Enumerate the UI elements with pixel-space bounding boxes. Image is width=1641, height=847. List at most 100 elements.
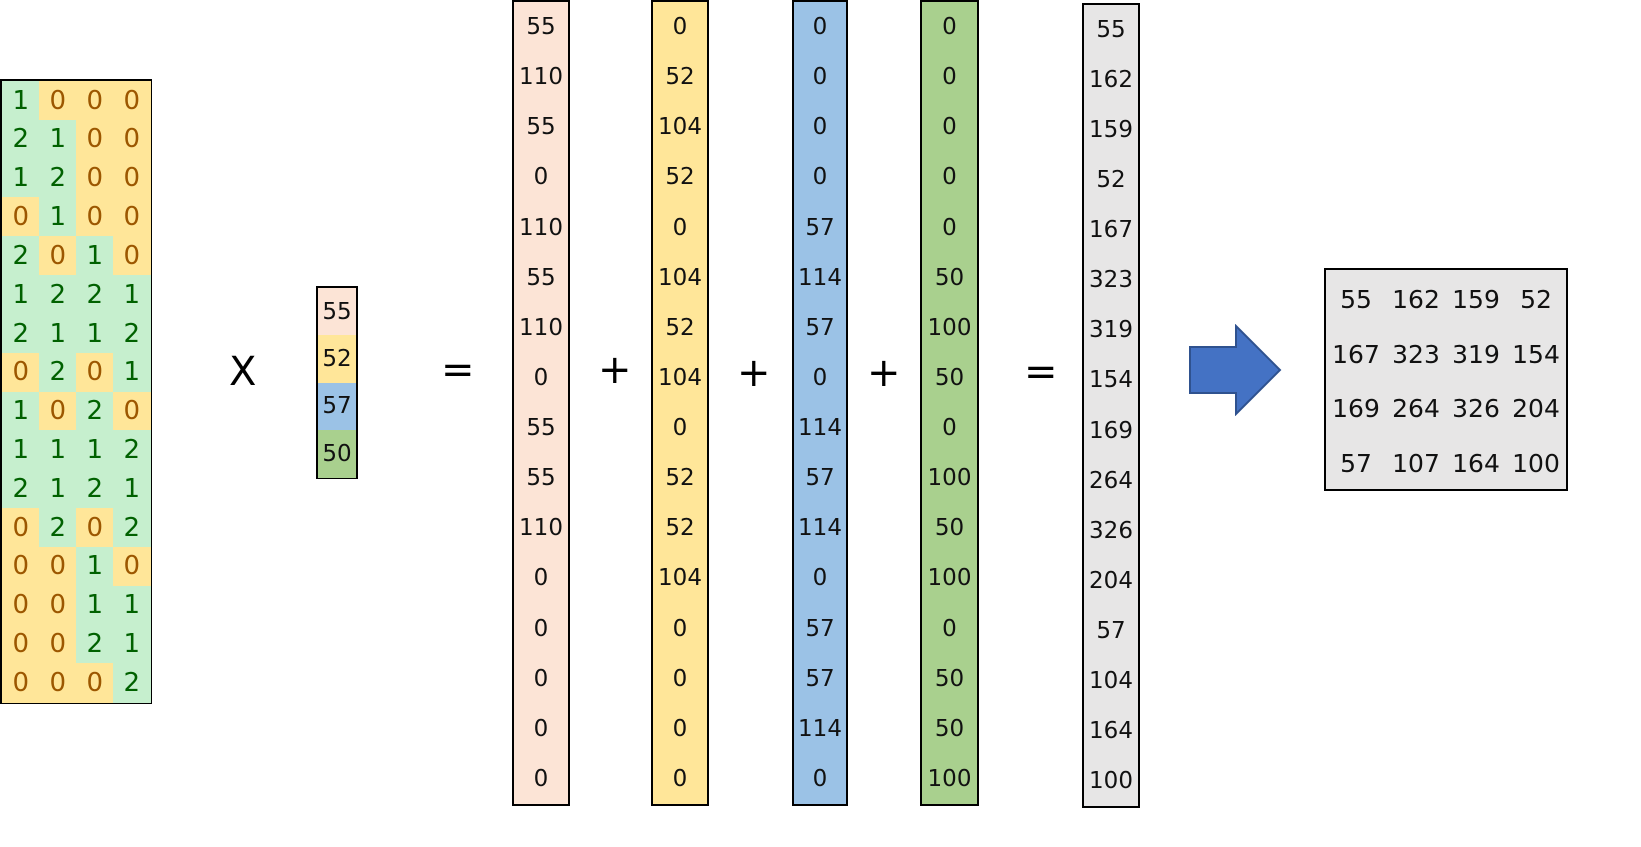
matrix-cell: 0 <box>39 236 77 276</box>
column-cell: 0 <box>533 364 549 391</box>
matrix-cell: 2 <box>39 507 77 548</box>
matrix-cell: 0 <box>113 158 151 198</box>
output-cell: 204 <box>1512 394 1560 424</box>
output-cell: 319 <box>1452 339 1500 369</box>
product-column-1: 55 110 55 0 110 55 110 0 55 55 110 0 0 0 0 0 <box>512 0 570 806</box>
column-cell: 114 <box>798 515 842 542</box>
column-cell: 55 <box>526 415 556 442</box>
sum-cell: 167 <box>1089 217 1133 244</box>
matrix-cell: 1 <box>2 81 40 121</box>
column-cell: 55 <box>526 114 556 141</box>
output-grid: 55 162 159 52 167 323 319 154 169 264 326 204 57 107 1… <box>1324 268 1568 491</box>
matrix-cell: 2 <box>39 158 77 198</box>
column-cell: 100 <box>927 314 972 341</box>
column-cell: 0 <box>812 164 828 191</box>
matrix-cell: 2 <box>2 469 40 509</box>
product-column-2: 0 52 104 52 0 104 52 104 0 52 52 104 0 0 0 0 <box>651 0 709 806</box>
column-cell: 57 <box>805 465 835 492</box>
matrix-cell: 1 <box>113 352 151 392</box>
sum-cell: 100 <box>1089 767 1133 794</box>
matrix-cell: 1 <box>113 469 151 509</box>
column-cell: 0 <box>942 64 957 91</box>
column-cell: 0 <box>672 14 688 41</box>
matrix-cell: 0 <box>113 81 151 121</box>
column-cell: 0 <box>672 665 688 692</box>
column-cell: 57 <box>805 214 835 241</box>
output-cell: 326 <box>1452 394 1500 424</box>
matrix-cell: 2 <box>113 507 151 548</box>
column-cell: 50 <box>934 715 965 742</box>
column-cell: 50 <box>934 515 965 542</box>
matrix-cell: 0 <box>2 352 40 392</box>
column-cell: 0 <box>672 415 688 442</box>
matrix-cell: 0 <box>76 81 114 121</box>
sum-cell: 169 <box>1089 417 1133 444</box>
matrix-cell: 2 <box>39 352 77 392</box>
column-cell: 104 <box>658 264 702 291</box>
output-cell: 100 <box>1512 449 1560 479</box>
matrix-cell: 0 <box>39 81 77 121</box>
sum-cell: 164 <box>1089 717 1133 744</box>
matrix-cell: 1 <box>76 313 114 354</box>
matrix-cell: 1 <box>2 391 40 431</box>
output-cell: 52 <box>1520 284 1552 314</box>
column-cell: 0 <box>812 765 828 792</box>
output-cell: 55 <box>1340 284 1372 314</box>
matrix-cell: 1 <box>39 119 77 160</box>
column-cell: 0 <box>533 715 549 742</box>
column-cell: 52 <box>665 515 695 542</box>
matrix-cell: 1 <box>113 624 151 664</box>
matrix-cell: 0 <box>39 663 77 703</box>
sum-cell: 57 <box>1096 617 1126 644</box>
column-cell: 114 <box>798 264 842 291</box>
sum-cell: 154 <box>1089 367 1133 394</box>
matrix-cell: 0 <box>113 236 151 276</box>
output-cell: 323 <box>1392 339 1440 369</box>
matrix-cell: 0 <box>113 391 151 431</box>
matrix-cell: 1 <box>76 546 114 587</box>
plus-operator-3: + <box>867 350 901 396</box>
column-cell: 100 <box>927 765 972 792</box>
sum-cell: 264 <box>1089 467 1133 494</box>
column-cell: 0 <box>533 565 549 592</box>
sum-cell: 326 <box>1089 517 1133 544</box>
output-cell: 107 <box>1392 449 1440 479</box>
matrix-cell: 2 <box>39 275 77 315</box>
matrix-cell: 0 <box>2 663 40 703</box>
column-cell: 50 <box>934 665 965 692</box>
weight-vector: 55 52 57 50 <box>316 286 358 479</box>
column-cell: 104 <box>658 364 702 391</box>
column-cell: 0 <box>672 214 688 241</box>
matrix-cell: 0 <box>2 197 40 237</box>
sum-cell: 323 <box>1089 267 1133 294</box>
matrix-cell: 1 <box>39 469 77 509</box>
plus-operator-2: + <box>737 350 771 396</box>
matrix-cell: 0 <box>113 546 151 587</box>
matrix-cell: 0 <box>2 546 40 587</box>
column-cell: 57 <box>805 314 835 341</box>
product-column-3: 0 0 0 0 57 114 57 0 114 57 114 0 57 57 114 0 <box>792 0 848 806</box>
matrix-cell: 2 <box>113 313 151 354</box>
column-cell: 104 <box>658 565 702 592</box>
column-cell: 52 <box>665 465 695 492</box>
matrix-cell: 0 <box>39 585 77 625</box>
column-cell: 100 <box>927 565 972 592</box>
sum-cell: 159 <box>1089 117 1133 144</box>
equals-operator-1: = <box>441 347 475 393</box>
column-cell: 0 <box>942 415 957 442</box>
matrix-cell: 0 <box>113 119 151 160</box>
matrix-cell: 2 <box>2 236 40 276</box>
matrix-cell: 0 <box>76 663 114 703</box>
column-cell: 52 <box>665 164 695 191</box>
column-cell: 110 <box>519 515 563 542</box>
matrix-cell: 1 <box>39 430 77 470</box>
column-cell: 110 <box>519 314 563 341</box>
column-cell: 52 <box>665 314 695 341</box>
column-cell: 110 <box>519 214 563 241</box>
column-cell: 0 <box>812 565 828 592</box>
output-cell: 164 <box>1452 449 1500 479</box>
column-cell: 110 <box>519 64 563 91</box>
matrix-cell: 0 <box>76 507 114 548</box>
column-cell: 55 <box>526 465 556 492</box>
